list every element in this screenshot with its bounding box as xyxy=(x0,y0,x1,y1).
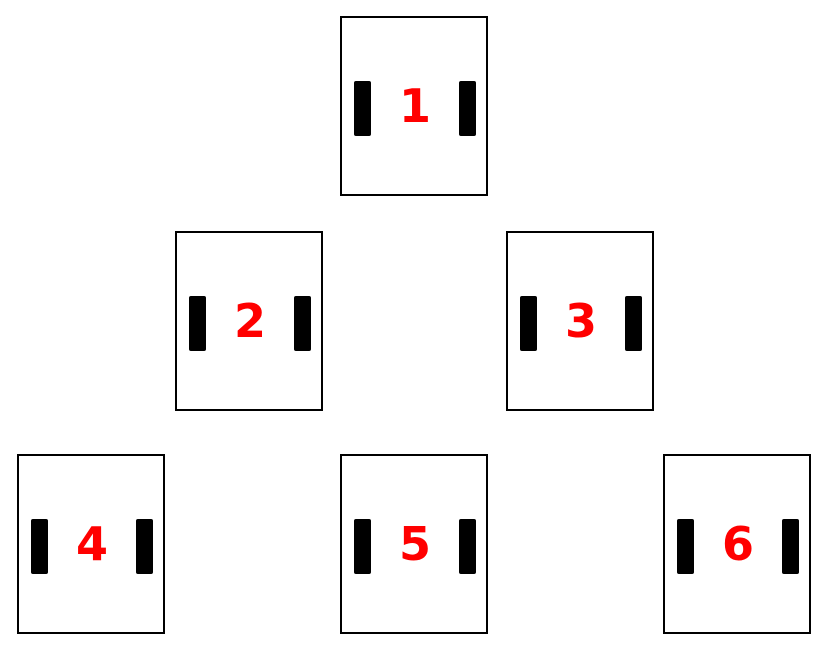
card-1: 1 xyxy=(340,16,488,196)
right-bar xyxy=(136,519,153,574)
card-number: 6 xyxy=(721,517,754,571)
right-bar xyxy=(459,519,476,574)
right-bar xyxy=(294,296,311,351)
right-bar xyxy=(625,296,642,351)
left-bar xyxy=(354,519,371,574)
card-number: 5 xyxy=(398,517,431,571)
card-4: 4 xyxy=(17,454,165,634)
card-6: 6 xyxy=(663,454,811,634)
card-number: 1 xyxy=(398,79,431,133)
card-number: 2 xyxy=(233,294,266,348)
card-number: 4 xyxy=(75,517,108,571)
card-5: 5 xyxy=(340,454,488,634)
card-3: 3 xyxy=(506,231,654,411)
left-bar xyxy=(677,519,694,574)
left-bar xyxy=(354,81,371,136)
right-bar xyxy=(782,519,799,574)
card-2: 2 xyxy=(175,231,323,411)
left-bar xyxy=(189,296,206,351)
right-bar xyxy=(459,81,476,136)
left-bar xyxy=(520,296,537,351)
card-number: 3 xyxy=(564,294,597,348)
left-bar xyxy=(31,519,48,574)
